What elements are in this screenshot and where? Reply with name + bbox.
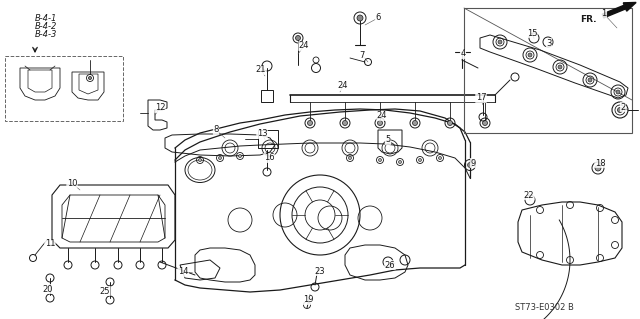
Text: 22: 22 — [524, 190, 534, 199]
Circle shape — [618, 108, 623, 113]
Circle shape — [595, 165, 601, 171]
Text: 15: 15 — [527, 28, 537, 38]
Text: 23: 23 — [315, 266, 325, 276]
FancyArrow shape — [602, 3, 636, 18]
Circle shape — [467, 162, 472, 167]
Circle shape — [357, 15, 363, 21]
Circle shape — [447, 121, 452, 125]
Text: B-4-2: B-4-2 — [35, 22, 58, 31]
Text: 24: 24 — [299, 41, 309, 50]
Circle shape — [399, 160, 401, 164]
Circle shape — [349, 157, 351, 160]
Circle shape — [419, 159, 422, 161]
Text: 12: 12 — [155, 103, 165, 113]
Text: 5: 5 — [385, 136, 390, 145]
Text: 11: 11 — [45, 240, 55, 249]
Circle shape — [88, 77, 92, 79]
Text: 24: 24 — [377, 112, 387, 121]
Text: 6: 6 — [375, 13, 381, 23]
Circle shape — [616, 90, 620, 94]
Circle shape — [498, 40, 502, 44]
Circle shape — [218, 157, 221, 160]
Text: B-4-3: B-4-3 — [35, 30, 58, 39]
Text: 7: 7 — [359, 50, 365, 60]
Text: 4: 4 — [460, 49, 466, 58]
Text: 1: 1 — [602, 10, 607, 19]
Text: ST73-E0302 B: ST73-E0302 B — [515, 303, 574, 313]
Circle shape — [483, 121, 488, 125]
Text: 3: 3 — [547, 39, 552, 48]
Circle shape — [438, 157, 442, 160]
Text: 2: 2 — [620, 102, 626, 112]
Text: FR.: FR. — [580, 16, 597, 25]
Text: 19: 19 — [303, 295, 313, 305]
Text: 8: 8 — [213, 125, 219, 135]
Text: 24: 24 — [338, 81, 348, 91]
Text: 25: 25 — [100, 286, 110, 295]
Text: 10: 10 — [67, 179, 77, 188]
Circle shape — [307, 121, 312, 125]
Text: 20: 20 — [43, 285, 53, 293]
Circle shape — [588, 78, 592, 82]
Text: 16: 16 — [264, 153, 275, 162]
Text: 18: 18 — [595, 159, 605, 167]
Text: 26: 26 — [385, 261, 396, 270]
Circle shape — [296, 35, 301, 41]
Text: 17: 17 — [476, 93, 486, 102]
Text: 9: 9 — [470, 159, 476, 167]
Circle shape — [239, 154, 241, 158]
Text: 13: 13 — [257, 130, 268, 138]
Circle shape — [378, 159, 381, 161]
Circle shape — [342, 121, 348, 125]
Circle shape — [558, 65, 562, 69]
Text: B-4-1: B-4-1 — [35, 14, 58, 23]
Circle shape — [528, 53, 532, 57]
Circle shape — [378, 121, 383, 125]
Text: 21: 21 — [256, 65, 266, 75]
Text: 14: 14 — [178, 268, 188, 277]
Circle shape — [198, 159, 202, 161]
Circle shape — [413, 121, 417, 125]
